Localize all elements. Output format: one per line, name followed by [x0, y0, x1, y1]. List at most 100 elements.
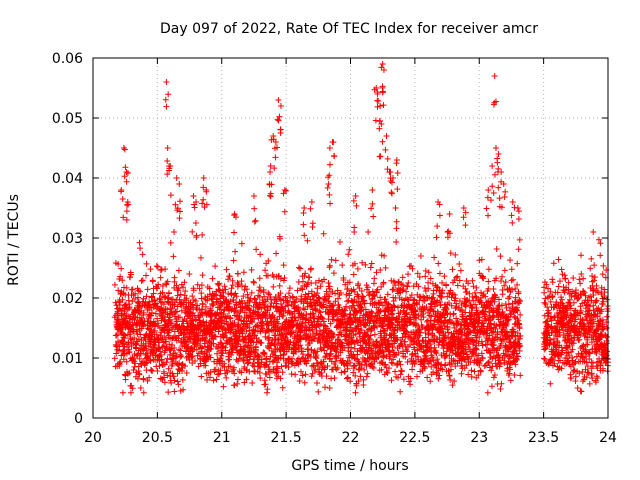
data-point — [313, 355, 320, 362]
data-point — [305, 357, 312, 364]
data-point — [266, 291, 273, 298]
data-point — [473, 305, 480, 312]
data-point — [558, 323, 565, 330]
data-point — [451, 291, 458, 298]
data-point — [256, 284, 263, 291]
data-point — [589, 323, 596, 330]
data-point — [119, 296, 126, 303]
data-point — [251, 355, 258, 362]
data-point — [583, 302, 590, 309]
data-point — [219, 325, 226, 332]
data-point — [215, 286, 222, 293]
data-point — [453, 300, 460, 307]
data-point — [135, 287, 142, 294]
data-point — [541, 279, 548, 286]
data-point — [551, 360, 558, 367]
data-point — [280, 262, 287, 269]
data-point — [354, 322, 361, 329]
data-point — [234, 309, 241, 316]
data-point — [592, 333, 599, 340]
data-point — [267, 168, 274, 175]
data-point — [602, 344, 609, 351]
data-point — [122, 376, 129, 383]
data-point — [506, 293, 513, 300]
data-point — [470, 339, 477, 346]
data-point — [286, 285, 293, 292]
data-point — [420, 293, 427, 300]
data-point — [292, 314, 299, 321]
data-point — [377, 328, 384, 335]
data-point — [198, 373, 205, 380]
data-point — [478, 256, 485, 263]
data-point — [390, 302, 397, 309]
data-point — [271, 342, 278, 349]
data-point — [155, 281, 162, 288]
data-point — [287, 339, 294, 346]
data-point — [175, 365, 182, 372]
data-point — [270, 283, 277, 290]
data-point — [462, 209, 469, 216]
data-point — [516, 335, 523, 342]
data-point — [262, 267, 269, 274]
data-point — [501, 352, 508, 359]
data-point — [595, 289, 602, 296]
data-point — [436, 201, 443, 208]
data-point — [594, 375, 601, 382]
data-point — [560, 283, 567, 290]
data-point — [274, 116, 281, 123]
data-point — [510, 276, 517, 283]
data-point — [597, 252, 604, 259]
data-point — [435, 375, 442, 382]
data-point — [446, 352, 453, 359]
data-point — [231, 229, 238, 236]
chart-title: Day 097 of 2022, Rate Of TEC Index for r… — [160, 21, 538, 37]
data-point — [456, 277, 463, 284]
data-point — [515, 288, 522, 295]
data-point — [477, 367, 484, 374]
data-point — [345, 251, 352, 258]
data-point — [428, 363, 435, 370]
data-point — [422, 273, 429, 280]
data-point — [484, 194, 491, 201]
data-point — [332, 298, 339, 305]
data-point — [379, 89, 386, 96]
data-point — [301, 232, 308, 239]
data-point — [488, 383, 495, 390]
data-point — [409, 366, 416, 373]
data-point — [180, 284, 187, 291]
data-point — [326, 191, 333, 198]
data-point — [255, 292, 262, 299]
data-point — [144, 352, 151, 359]
data-point — [278, 363, 285, 370]
data-point — [565, 279, 572, 286]
data-point — [202, 303, 209, 310]
data-point — [300, 221, 307, 228]
data-point — [261, 293, 268, 300]
data-point — [362, 261, 369, 268]
data-point — [323, 373, 330, 380]
data-point — [422, 267, 429, 274]
data-point — [251, 279, 258, 286]
data-point — [582, 292, 589, 299]
data-point — [479, 355, 486, 362]
data-point — [502, 188, 509, 195]
data-point — [150, 290, 157, 297]
data-point — [269, 313, 276, 320]
data-point — [166, 346, 173, 353]
data-point — [547, 298, 554, 305]
data-point — [458, 370, 465, 377]
data-point — [388, 179, 395, 186]
data-point — [571, 360, 578, 367]
data-point — [431, 332, 438, 339]
data-point — [192, 358, 199, 365]
data-point — [231, 370, 238, 377]
data-point — [411, 346, 418, 353]
data-point — [267, 163, 274, 169]
data-point — [382, 296, 389, 303]
data-point — [460, 205, 467, 211]
data-point — [131, 334, 138, 341]
data-point — [497, 385, 504, 392]
data-point — [344, 285, 351, 292]
data-point — [298, 285, 305, 292]
data-point — [132, 290, 139, 297]
